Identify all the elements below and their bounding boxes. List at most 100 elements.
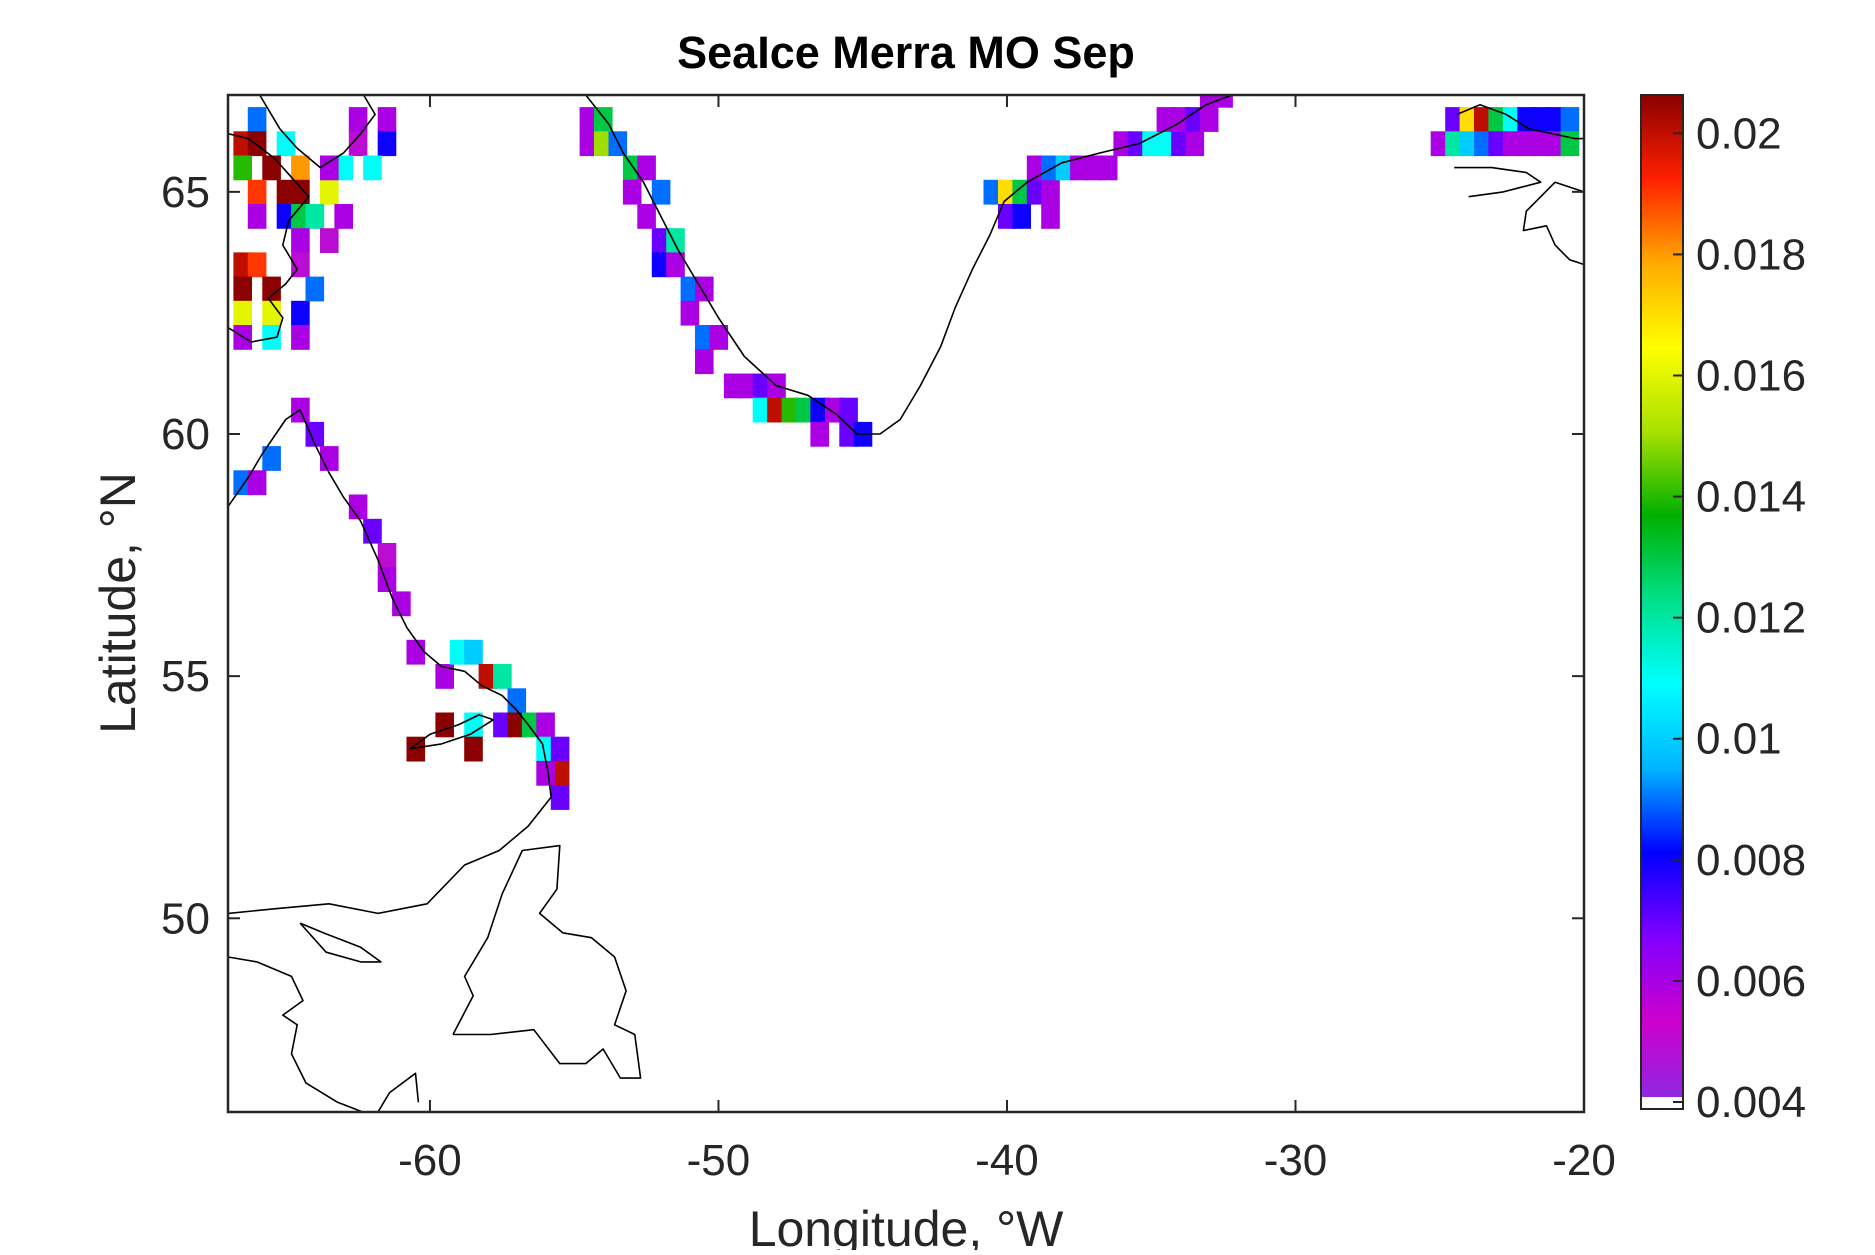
heatmap-cell [637, 155, 656, 181]
heatmap-cell [1055, 155, 1075, 181]
heatmap-cell [406, 639, 426, 665]
heatmap-cell [839, 397, 858, 423]
heatmap-cell [1560, 131, 1580, 157]
heatmap-cell [781, 397, 801, 423]
heatmap-cell [377, 131, 397, 157]
heatmap-cell [464, 639, 483, 665]
heatmap-cell [680, 276, 700, 302]
heatmap-cell [1459, 131, 1479, 157]
coastline-baffin-north [259, 95, 376, 169]
heatmap-cell [233, 470, 252, 496]
colorbar-tick-label: 0.006 [1696, 957, 1806, 1006]
heatmap-cell [363, 155, 382, 181]
heatmap-cell [1156, 107, 1176, 132]
heatmap-cell [1474, 107, 1493, 132]
heatmap-cell [334, 204, 353, 229]
heatmap-cell [262, 300, 281, 326]
colorbar-zero-band [1641, 1097, 1683, 1109]
heatmap-cell [1474, 131, 1493, 157]
heatmap-cell [305, 276, 325, 302]
heatmap-cell [247, 179, 267, 205]
chart-title: SeaIce Merra MO Sep [677, 27, 1135, 78]
heatmap-cell [651, 228, 671, 253]
heatmap-cell [594, 131, 613, 157]
heatmap-cell [1041, 155, 1060, 181]
heatmap-cell [1084, 155, 1104, 181]
heatmap-cell [1430, 131, 1450, 157]
heatmap-cell [1199, 95, 1219, 108]
heatmap-cell [651, 252, 671, 278]
colorbar-tick-label: 0.02 [1696, 109, 1782, 158]
heatmap-cell [1012, 179, 1031, 205]
coastline-labrador [228, 408, 552, 915]
heatmap-cell [406, 736, 426, 762]
heatmap-cell [752, 397, 772, 423]
heatmap-cell [435, 712, 454, 738]
y-tick-label: 60 [161, 410, 210, 459]
heatmap-cell [796, 397, 815, 423]
heatmap-cell [262, 155, 281, 181]
heatmap-cell [320, 155, 339, 181]
heatmap-cell [247, 131, 267, 157]
heatmap-cell [493, 664, 512, 689]
heatmap-cell [839, 421, 858, 447]
colorbar-tick-label: 0.014 [1696, 473, 1806, 522]
heatmap-cell [998, 204, 1017, 229]
x-tick-label: -40 [975, 1136, 1039, 1185]
heatmap-cell [767, 397, 786, 423]
heatmap-cell [1531, 131, 1551, 157]
heatmap-cell [622, 155, 642, 181]
heatmap-cell [262, 446, 281, 471]
heatmap-cell [810, 397, 829, 423]
heatmap-cell [579, 107, 599, 132]
heatmap-cell [1098, 155, 1118, 181]
colorbar-tick-label: 0.008 [1696, 836, 1806, 885]
x-axis-ticks: -60 -50 -40 -30 -20 [398, 95, 1616, 1185]
heatmap-cell [695, 325, 714, 350]
coastline-anticosti [299, 922, 382, 963]
heatmap-cell [1517, 107, 1536, 132]
heatmap-cell [550, 760, 570, 786]
heatmap-cell [377, 567, 397, 592]
heatmap-cell [695, 349, 714, 375]
heatmap-cell [594, 107, 613, 132]
heatmap-cell [348, 131, 368, 157]
heatmap-cell [998, 179, 1017, 205]
heatmap-cell [392, 591, 411, 617]
heatmap-cell [478, 664, 498, 689]
heatmap-cell [348, 107, 368, 132]
heatmap-cell [637, 204, 656, 229]
heatmap-cell [723, 373, 743, 399]
heatmap-cell [1445, 131, 1464, 157]
heatmap-cell [262, 276, 281, 302]
heatmap-cell [1517, 131, 1536, 157]
heatmap-cell [276, 179, 296, 205]
heatmap-cell [709, 325, 729, 350]
y-axis-label: Latitude, °N [90, 472, 146, 734]
heatmap-cell [1502, 131, 1522, 157]
heatmap-cell [1171, 131, 1190, 157]
heatmap-cell [1560, 107, 1580, 132]
heatmap-cell [464, 736, 483, 762]
heatmap-cell [1214, 95, 1233, 108]
heatmap-cell [666, 252, 685, 278]
plot-frame [226, 93, 1586, 1114]
heatmap-cell [536, 760, 555, 786]
plot-area [228, 95, 1584, 1112]
heatmap-cell [305, 421, 325, 447]
heatmap-cell [651, 179, 671, 205]
coastline-gulf-south-shore [228, 956, 420, 1112]
heatmap-cell [1546, 131, 1565, 157]
heatmap-cell [305, 204, 325, 229]
coastline-greenland [585, 95, 1233, 435]
heatmap-cell [334, 155, 353, 181]
heatmap-cell [320, 228, 339, 253]
heatmap-cell [738, 373, 757, 399]
x-tick-label: -50 [687, 1136, 751, 1185]
y-tick-label: 65 [161, 168, 210, 217]
heatmap-cell [622, 179, 642, 205]
heatmap-cell [680, 300, 700, 326]
colorbar-tick-label: 0.004 [1696, 1078, 1806, 1127]
heatmap-cell [550, 736, 570, 762]
heatmap-cell [291, 204, 310, 229]
